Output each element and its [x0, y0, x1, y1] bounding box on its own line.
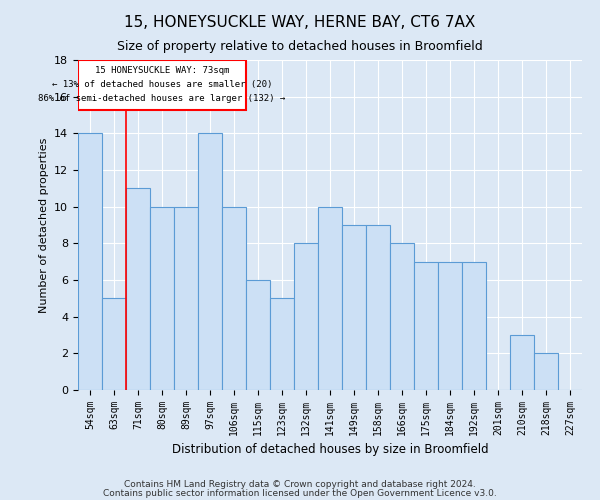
Bar	[462, 262, 486, 390]
Bar	[78, 134, 102, 390]
Y-axis label: Number of detached properties: Number of detached properties	[38, 138, 49, 312]
Bar	[126, 188, 150, 390]
Text: Size of property relative to detached houses in Broomfield: Size of property relative to detached ho…	[117, 40, 483, 53]
Bar	[438, 262, 462, 390]
Bar	[342, 225, 366, 390]
Text: Contains HM Land Registry data © Crown copyright and database right 2024.: Contains HM Land Registry data © Crown c…	[124, 480, 476, 489]
Bar	[390, 244, 414, 390]
Text: ← 13% of detached houses are smaller (20): ← 13% of detached houses are smaller (20…	[52, 80, 272, 90]
Bar	[150, 206, 174, 390]
Bar	[270, 298, 294, 390]
Bar	[366, 225, 390, 390]
Bar	[198, 134, 222, 390]
Bar	[510, 335, 534, 390]
Text: 15, HONEYSUCKLE WAY, HERNE BAY, CT6 7AX: 15, HONEYSUCKLE WAY, HERNE BAY, CT6 7AX	[124, 15, 476, 30]
Bar	[534, 354, 558, 390]
Text: 15 HONEYSUCKLE WAY: 73sqm: 15 HONEYSUCKLE WAY: 73sqm	[95, 66, 229, 76]
Bar	[294, 244, 318, 390]
X-axis label: Distribution of detached houses by size in Broomfield: Distribution of detached houses by size …	[172, 444, 488, 456]
Bar	[246, 280, 270, 390]
Bar	[414, 262, 438, 390]
Bar	[222, 206, 246, 390]
Bar	[78, 60, 246, 110]
Bar	[318, 206, 342, 390]
Text: Contains public sector information licensed under the Open Government Licence v3: Contains public sector information licen…	[103, 488, 497, 498]
Bar	[174, 206, 198, 390]
Bar	[102, 298, 126, 390]
Text: 86% of semi-detached houses are larger (132) →: 86% of semi-detached houses are larger (…	[38, 94, 286, 103]
